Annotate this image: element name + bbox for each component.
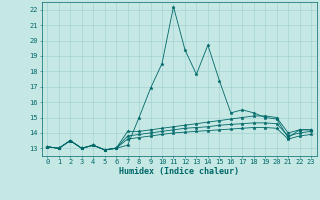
X-axis label: Humidex (Indice chaleur): Humidex (Indice chaleur) <box>119 167 239 176</box>
